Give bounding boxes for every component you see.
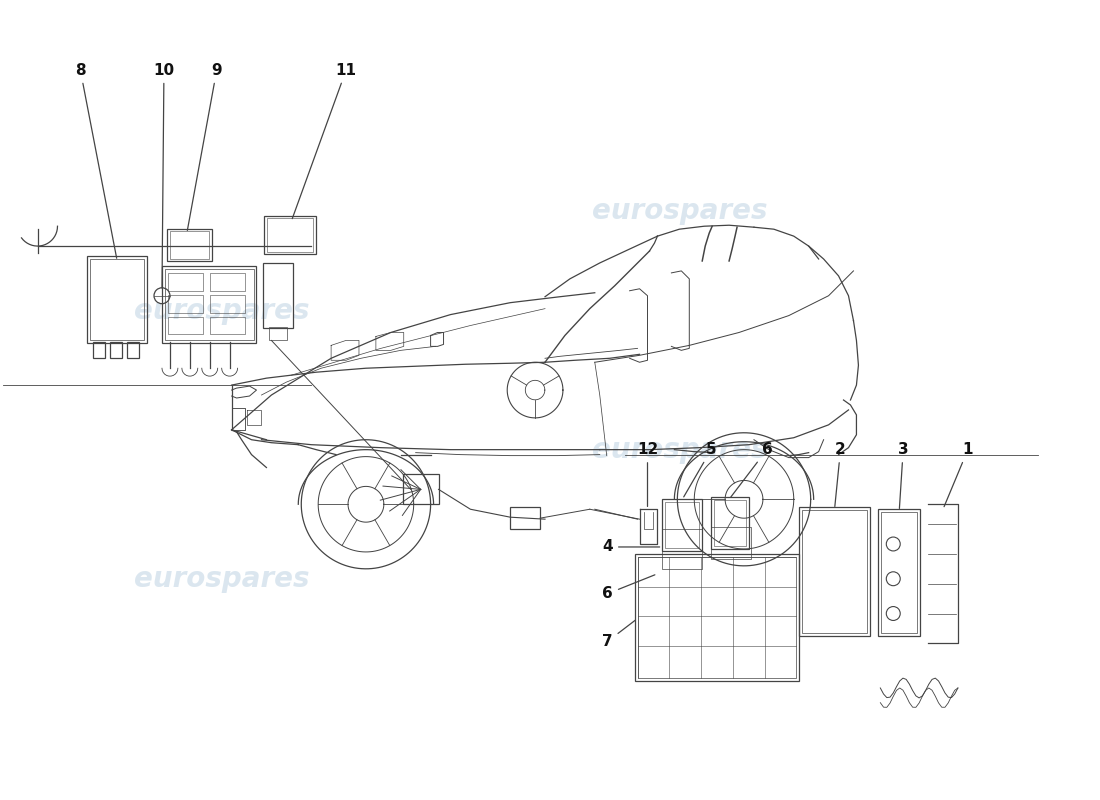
Bar: [168, 294, 202, 313]
Text: 5: 5: [684, 442, 716, 497]
Text: 1: 1: [944, 442, 974, 506]
Bar: [90, 259, 144, 341]
Bar: [169, 231, 209, 259]
Text: 6: 6: [603, 575, 654, 601]
Text: 8: 8: [75, 63, 117, 258]
Bar: [210, 317, 244, 334]
Text: eurospares: eurospares: [134, 565, 309, 593]
Bar: [110, 342, 122, 358]
Bar: [165, 269, 253, 341]
Bar: [210, 273, 244, 290]
Text: 3: 3: [898, 442, 909, 509]
Bar: [210, 294, 244, 313]
Text: 4: 4: [603, 539, 660, 554]
Bar: [168, 317, 202, 334]
Bar: [87, 256, 147, 343]
Bar: [267, 218, 314, 252]
Bar: [712, 498, 749, 549]
Bar: [712, 527, 751, 559]
Text: eurospares: eurospares: [134, 297, 309, 325]
Bar: [270, 326, 287, 341]
Bar: [881, 512, 917, 634]
Bar: [638, 557, 795, 678]
Bar: [167, 229, 211, 261]
Bar: [264, 216, 316, 254]
Text: eurospares: eurospares: [592, 198, 767, 226]
Bar: [168, 273, 202, 290]
Bar: [162, 266, 256, 343]
Text: 10: 10: [153, 63, 175, 288]
Bar: [878, 510, 920, 636]
Bar: [802, 510, 868, 634]
Text: 6: 6: [730, 442, 772, 497]
Text: 12: 12: [637, 442, 658, 506]
Text: eurospares: eurospares: [592, 436, 767, 464]
Text: 7: 7: [603, 620, 636, 649]
Bar: [714, 500, 746, 546]
Bar: [128, 342, 139, 358]
Bar: [799, 507, 870, 636]
Bar: [403, 474, 439, 504]
Bar: [662, 499, 702, 551]
Text: 9: 9: [187, 63, 222, 230]
Text: 2: 2: [835, 442, 846, 506]
Bar: [666, 502, 700, 548]
Bar: [635, 554, 799, 681]
Bar: [264, 263, 294, 327]
Text: 11: 11: [293, 63, 356, 218]
Bar: [510, 507, 540, 529]
Bar: [94, 342, 106, 358]
Bar: [662, 529, 702, 569]
